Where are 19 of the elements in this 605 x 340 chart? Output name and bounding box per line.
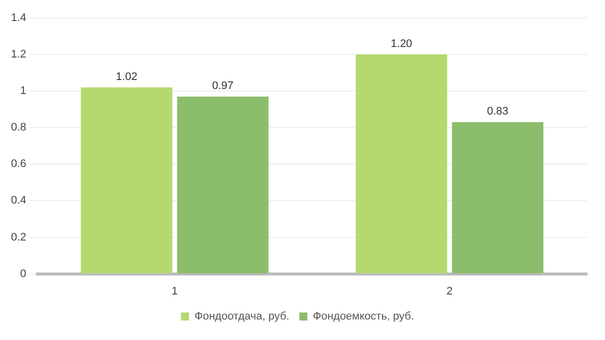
legend-label: Фондоемкость, руб. [312,310,414,323]
y-tick-label: 0.4 [10,194,26,207]
bar [177,96,269,274]
y-tick-label: 0.2 [10,231,26,244]
bar [80,87,172,274]
data-label: 1.02 [116,70,138,83]
legend-label: Фондоотдача, руб. [194,310,290,323]
data-label: 1.20 [390,38,412,50]
y-tick-label: 0.8 [10,122,26,134]
bar [356,54,448,274]
bar [452,122,544,274]
y-tick-label: 0.6 [10,158,26,170]
y-tick-label: 1.4 [10,12,26,24]
y-tick-label: 1 [20,85,26,98]
data-label: 0.97 [212,80,234,92]
data-label: 0.83 [486,106,508,118]
x-tick-label: 2 [446,285,453,298]
y-tick-label: 1.2 [10,48,26,61]
y-tick-label: 0 [20,268,26,280]
